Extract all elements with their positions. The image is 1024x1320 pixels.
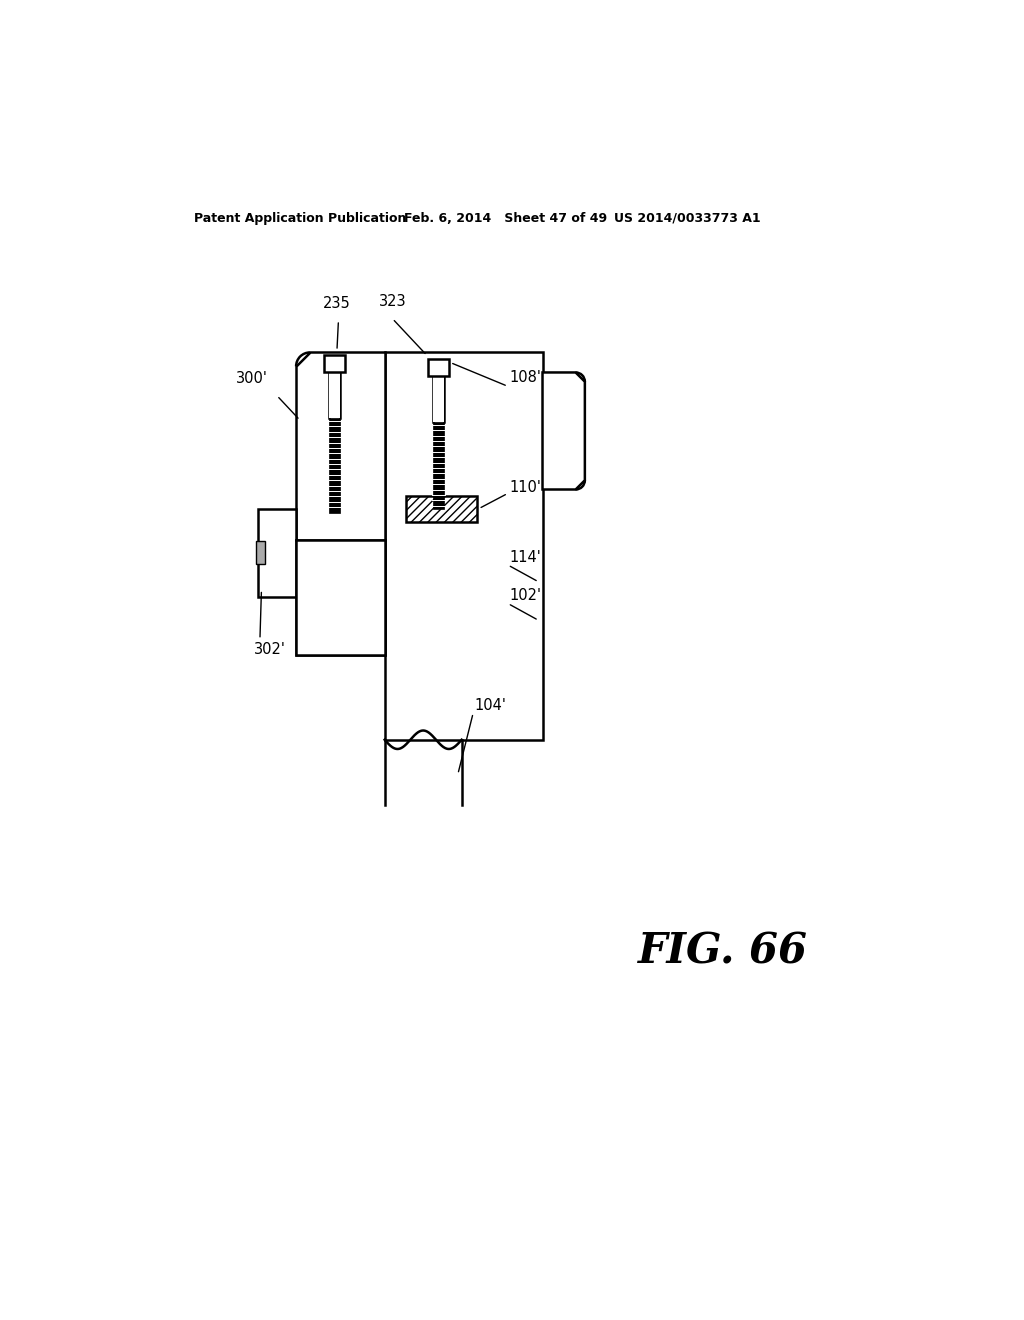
Text: 108': 108' <box>509 371 542 385</box>
PathPatch shape <box>543 372 585 490</box>
Bar <box>330 418 340 512</box>
Bar <box>258 508 296 598</box>
Bar <box>324 355 345 372</box>
Text: US 2014/0033773 A1: US 2014/0033773 A1 <box>614 213 761 224</box>
Bar <box>433 375 444 422</box>
Bar <box>407 496 477 521</box>
Text: 302': 302' <box>254 642 286 657</box>
Text: 323: 323 <box>379 294 407 309</box>
Bar <box>330 372 340 418</box>
Text: 114': 114' <box>509 549 541 565</box>
Bar <box>385 352 543 739</box>
Text: Patent Application Publication: Patent Application Publication <box>195 213 407 224</box>
Text: FIG. 66: FIG. 66 <box>638 931 809 973</box>
Text: Feb. 6, 2014   Sheet 47 of 49: Feb. 6, 2014 Sheet 47 of 49 <box>403 213 607 224</box>
Bar <box>433 422 444 508</box>
Text: 300': 300' <box>236 371 267 385</box>
Text: 110': 110' <box>509 479 542 495</box>
Bar <box>296 540 385 655</box>
Text: 104': 104' <box>475 697 507 713</box>
Text: 102': 102' <box>509 589 542 603</box>
PathPatch shape <box>296 352 385 655</box>
Text: 235: 235 <box>323 296 351 312</box>
Bar <box>428 359 450 376</box>
Bar <box>256 541 265 564</box>
